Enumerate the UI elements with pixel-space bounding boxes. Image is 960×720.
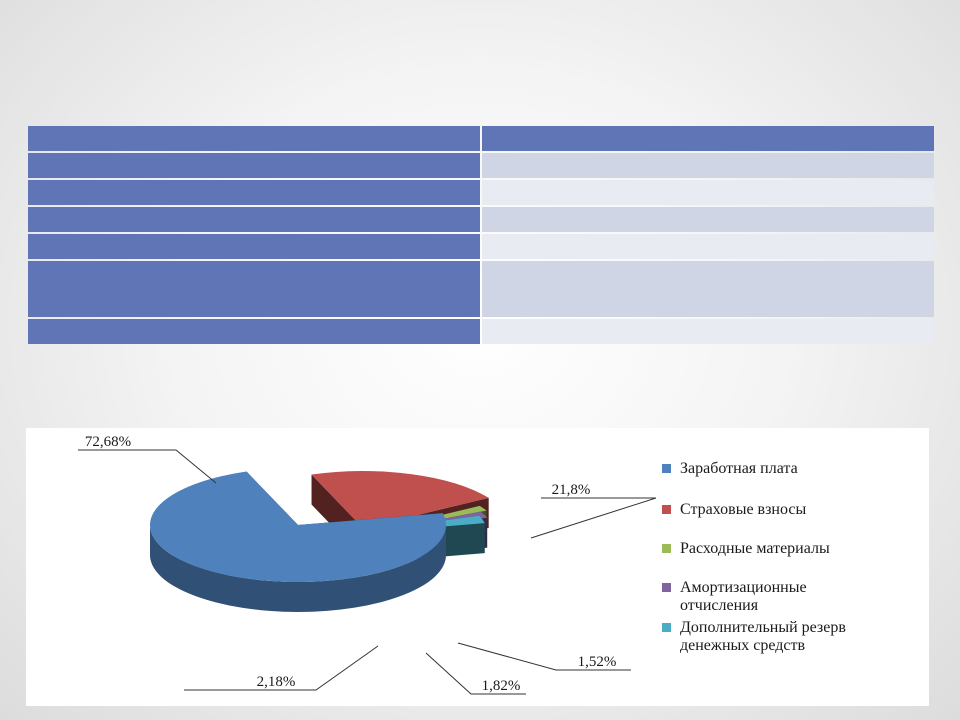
legend-label: денежных средств [680, 637, 806, 654]
pie-slice-top [311, 471, 489, 528]
data-label: 72,68% [85, 434, 131, 450]
table-row [28, 319, 934, 344]
pie-chart: 72,68% 21,8% 1,52% 1,82% 2,18% Заработная пла… [78, 434, 846, 695]
legend-swatch [662, 544, 671, 553]
table-cell [28, 261, 480, 317]
table-cell [28, 180, 480, 205]
legend-swatch [662, 623, 671, 632]
legend-label: Страховые взносы [680, 501, 806, 518]
table-row [28, 234, 934, 259]
table-cell [28, 207, 480, 232]
table-row [28, 153, 934, 178]
table-header-cell [28, 126, 480, 151]
data-label: 1,52% [578, 654, 617, 670]
table-row [28, 261, 934, 317]
data-label: 21,8% [552, 482, 591, 498]
legend-swatch [662, 505, 671, 514]
leader-line [457, 642, 631, 671]
legend-label: Амортизационные [680, 579, 807, 596]
table-row [28, 180, 934, 205]
legend-item-1: Заработная плата [662, 460, 798, 477]
table-row [28, 207, 934, 232]
table-header-cell [482, 126, 934, 151]
legend-label: Дополнительный резерв [680, 619, 846, 636]
table-cell [482, 180, 934, 205]
leader-line [78, 449, 217, 484]
pie-chart-panel: 72,68% 21,8% 1,52% 1,82% 2,18% Заработная пла… [26, 428, 929, 706]
leader-line [425, 652, 526, 695]
legend-swatch [662, 464, 671, 473]
data-label: 1,82% [482, 678, 521, 694]
table-header-row [28, 126, 934, 151]
pie-slice-1 [149, 471, 446, 612]
leader-line [184, 645, 379, 691]
leader-line [530, 497, 657, 539]
legend-item-3: Расходные материалы [662, 540, 830, 557]
table-cell [28, 319, 480, 344]
data-label: 2,18% [257, 674, 296, 690]
table-cell [482, 319, 934, 344]
table-cell [482, 153, 934, 178]
table-cell [28, 153, 480, 178]
legend-swatch [662, 583, 671, 592]
legend-label: Заработная плата [680, 460, 798, 477]
table-cell [28, 234, 480, 259]
pie-slice-top [149, 471, 446, 582]
legend-item-2: Страховые взносы [662, 501, 806, 518]
table-cell [482, 234, 934, 259]
data-table [26, 124, 936, 346]
legend-label: Расходные материалы [680, 540, 830, 557]
table-cell [482, 261, 934, 317]
table-cell [482, 207, 934, 232]
legend-label: отчисления [680, 597, 759, 614]
